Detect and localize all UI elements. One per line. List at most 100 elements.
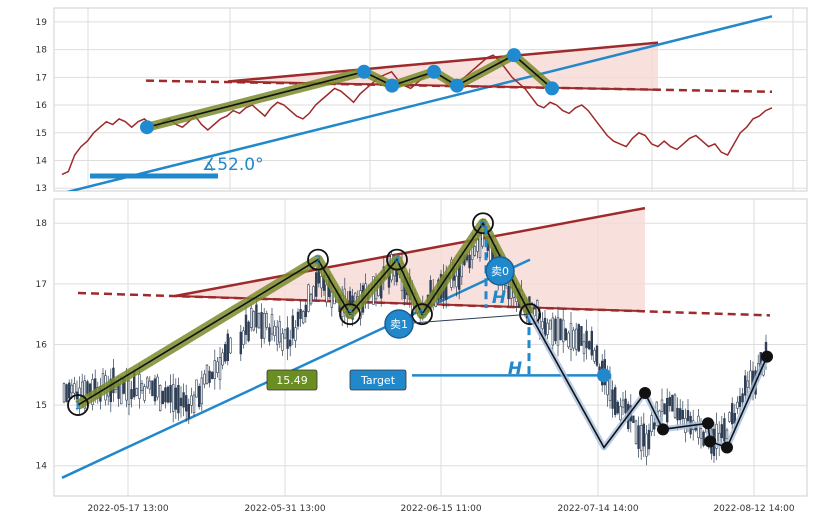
candle-body (164, 387, 167, 403)
pattern-point-circle (339, 303, 361, 326)
bottom-y-tick: 17 (36, 280, 47, 290)
candle-body (590, 330, 594, 356)
candle-body (255, 304, 258, 328)
candle-body (720, 424, 724, 439)
candle-body (593, 349, 596, 362)
top-support-line (65, 15, 773, 191)
candle-body (567, 332, 570, 348)
candle-body (595, 345, 599, 366)
trade-point (721, 441, 733, 454)
candle-body (580, 326, 583, 346)
candle-body (213, 360, 216, 380)
height-label-upper: H (492, 288, 506, 308)
top-y-tick: 14 (36, 157, 48, 167)
candle-body (637, 425, 640, 449)
candle-body (723, 418, 726, 442)
candle-body (624, 398, 627, 414)
candle-body (239, 331, 242, 355)
bottom-y-tick: 16 (36, 340, 48, 350)
bottom-x-tick: 2022-07-14 14:00 (557, 504, 638, 514)
bottom-y-tick: 15 (36, 401, 47, 411)
candle-body (587, 341, 591, 350)
candle-body (616, 401, 620, 414)
target-value-badge: 15.49 (266, 369, 318, 391)
candle-body (242, 330, 245, 345)
candle-body (216, 361, 219, 374)
trade-point (702, 417, 714, 430)
bottom-y-tick: 14 (36, 462, 48, 472)
candle-body (572, 329, 575, 349)
candle-body (468, 254, 471, 269)
candle-body (275, 326, 279, 345)
candle-body (65, 384, 68, 402)
candle-body (307, 284, 310, 312)
candle-body (153, 378, 157, 402)
candle-body (127, 380, 131, 405)
candle-body (632, 415, 635, 423)
candle-body (564, 328, 568, 341)
candle-body (146, 377, 149, 388)
height-label-lower: H (508, 359, 522, 379)
top-y-axis: 13 14 15 16 17 18 19 (36, 18, 48, 194)
bottom-x-tick: 2022-08-12 14:00 (713, 504, 794, 514)
candle-body (577, 324, 581, 352)
trade-point (704, 435, 716, 448)
candle-body (283, 329, 287, 339)
candle-body (156, 376, 159, 398)
candle-body (699, 428, 703, 439)
candle-body (325, 284, 328, 303)
candle-body (686, 410, 690, 422)
candle-body (221, 352, 224, 366)
candle-body (291, 315, 294, 339)
candle-body (190, 395, 193, 406)
candle-body (151, 380, 154, 397)
candle-body (62, 383, 66, 403)
candle-body (619, 406, 622, 421)
pattern-point-circle (472, 212, 494, 235)
pattern-point-circle (307, 248, 329, 271)
candle-body (161, 390, 164, 405)
candle-body (728, 412, 731, 422)
candle-body (166, 386, 170, 403)
candle-body (205, 364, 209, 384)
target-value-label: 15.49 (276, 374, 308, 387)
sell1-marker: 卖1 (384, 309, 414, 339)
candle-body (671, 394, 674, 412)
candle-body (320, 276, 323, 289)
bottom-y-tick: 18 (36, 219, 48, 229)
candle-body (169, 385, 172, 403)
top-pattern-point (507, 48, 521, 63)
pattern-point-circle (386, 248, 408, 271)
candle-body (309, 294, 313, 305)
pattern-point-label: 5 (419, 308, 426, 321)
candle-body (634, 420, 638, 444)
angle-label: ∡52.0° (202, 155, 264, 175)
candle-body (304, 304, 307, 318)
candle-body (473, 246, 476, 256)
candle-body (678, 408, 682, 421)
candle-body (299, 309, 302, 319)
candle-body (265, 313, 268, 328)
candle-body (551, 317, 555, 346)
top-grid (54, 8, 807, 191)
candle-body (676, 407, 679, 421)
candle-body (224, 344, 227, 362)
candle-body (226, 333, 229, 362)
candle-body (192, 394, 196, 413)
top-pattern-point (357, 64, 371, 79)
candle-body (135, 388, 138, 396)
top-pattern-point (450, 78, 464, 93)
top-y-tick: 16 (36, 101, 48, 111)
candle-body (665, 398, 669, 423)
pattern-point-label: 3 (347, 308, 354, 321)
target-badge: Target (349, 369, 407, 391)
candle-body (507, 285, 510, 300)
candle-body (541, 321, 544, 329)
candle-body (140, 383, 144, 391)
candle-body (738, 396, 742, 407)
candle-body (182, 392, 185, 408)
candle-body (312, 286, 315, 301)
bottom-y-axis: 14 15 16 17 18 (36, 219, 48, 471)
top-y-tick: 19 (36, 18, 48, 28)
candle-body (746, 380, 750, 388)
